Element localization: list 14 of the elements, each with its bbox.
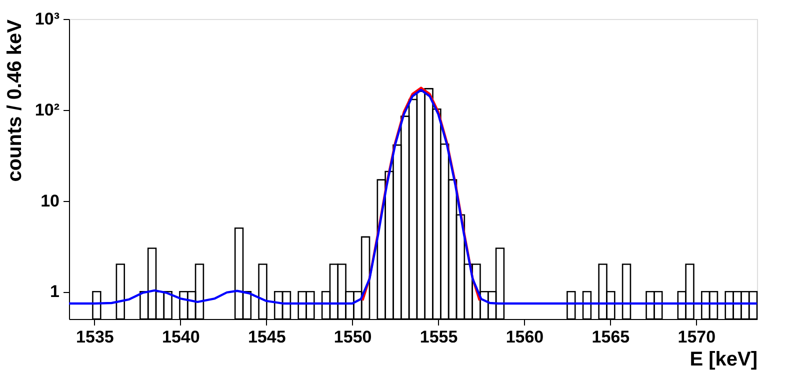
x-tick-label: 1540: [162, 328, 200, 346]
y-axis-title: counts / 0.46 keV: [4, 18, 26, 182]
x-tick-label: 1570: [678, 328, 716, 346]
x-axis-title: E [keV]: [690, 348, 758, 370]
x-tick-label: 1550: [334, 328, 372, 346]
y-tick-label: 10³: [34, 10, 60, 28]
y-tick-label: 10²: [34, 100, 60, 120]
y-tick-label: 1: [50, 282, 60, 302]
x-tick-label: 1555: [420, 328, 458, 346]
x-tick-label: 1560: [506, 328, 544, 346]
y-tick-label: 10: [40, 191, 60, 210]
x-tick-label: 1545: [248, 328, 286, 346]
x-tick-label: 1565: [592, 328, 630, 346]
x-tick-label: 1535: [76, 328, 114, 346]
